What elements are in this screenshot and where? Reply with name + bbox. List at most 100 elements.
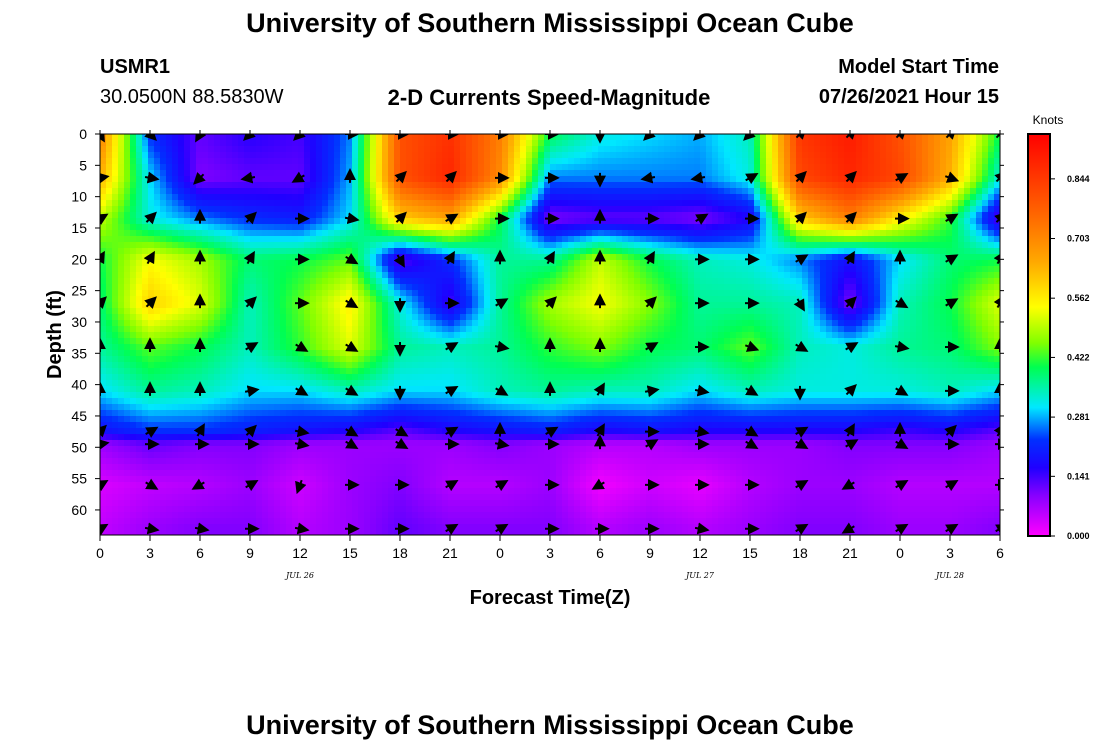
- heatmap-cell: [130, 224, 137, 231]
- heatmap-cell: [904, 308, 911, 315]
- heatmap-cell: [820, 224, 827, 231]
- heatmap-cell: [706, 158, 713, 165]
- heatmap-cell: [586, 320, 593, 327]
- heatmap-cell: [934, 320, 941, 327]
- heatmap-cell: [370, 272, 377, 279]
- heatmap-cell: [766, 158, 773, 165]
- heatmap-cell: [268, 290, 275, 297]
- heatmap-cell: [118, 332, 125, 339]
- heatmap-cell: [436, 134, 443, 141]
- heatmap-cell: [130, 278, 137, 285]
- heatmap-cell: [724, 224, 731, 231]
- heatmap-cell: [934, 266, 941, 273]
- heatmap-cell: [874, 296, 881, 303]
- heatmap-cell: [616, 152, 623, 159]
- heatmap-cell: [526, 230, 533, 237]
- heatmap-cell: [538, 260, 545, 267]
- heatmap-cell: [904, 164, 911, 171]
- heatmap-cell: [166, 218, 173, 225]
- heatmap-cell: [226, 248, 233, 255]
- heatmap-cell: [670, 260, 677, 267]
- heatmap-cell: [154, 314, 161, 321]
- heatmap-cell: [916, 290, 923, 297]
- heatmap-cell: [682, 320, 689, 327]
- heatmap-cell: [442, 284, 449, 291]
- heatmap-cell: [502, 164, 509, 171]
- heatmap-cell: [574, 152, 581, 159]
- heatmap-cell: [118, 176, 125, 183]
- heatmap-cell: [628, 146, 635, 153]
- heatmap-cell: [448, 200, 455, 207]
- heatmap-cell: [976, 278, 983, 285]
- heatmap-cell: [508, 314, 515, 321]
- heatmap-cell: [808, 134, 815, 141]
- heatmap-cell: [784, 254, 791, 261]
- heatmap-cell: [958, 230, 965, 237]
- heatmap-cell: [394, 284, 401, 291]
- heatmap-cell: [970, 158, 977, 165]
- heatmap-cell: [766, 218, 773, 225]
- heatmap-cell: [580, 176, 587, 183]
- heatmap-cell: [934, 134, 941, 141]
- heatmap-cell: [106, 308, 113, 315]
- heatmap-cell: [520, 242, 527, 249]
- heatmap-cell: [808, 230, 815, 237]
- heatmap-cell: [940, 152, 947, 159]
- heatmap-cell: [406, 284, 413, 291]
- heatmap-cell: [862, 308, 869, 315]
- heatmap-cell: [652, 146, 659, 153]
- heatmap-cell: [712, 188, 719, 195]
- heatmap-cell: [940, 170, 947, 177]
- heatmap-cell: [658, 248, 665, 255]
- heatmap-cell: [460, 272, 467, 279]
- heatmap-cell: [532, 206, 539, 213]
- heatmap-cell: [106, 152, 113, 159]
- heatmap-cell: [232, 290, 239, 297]
- heatmap-cell: [844, 230, 851, 237]
- heatmap-cell: [442, 164, 449, 171]
- heatmap-cell: [874, 200, 881, 207]
- heatmap-cell: [784, 266, 791, 273]
- heatmap-cell: [274, 302, 281, 309]
- heatmap-cell: [166, 326, 173, 333]
- heatmap-cell: [940, 158, 947, 165]
- heatmap-cell: [640, 314, 647, 321]
- heatmap-cell: [832, 206, 839, 213]
- heatmap-cell: [820, 194, 827, 201]
- heatmap-cell: [436, 272, 443, 279]
- heatmap-cell: [886, 200, 893, 207]
- heatmap-cell: [766, 188, 773, 195]
- heatmap-cell: [772, 296, 779, 303]
- heatmap-cell: [448, 158, 455, 165]
- heatmap-cell: [250, 230, 257, 237]
- heatmap-cell: [232, 272, 239, 279]
- heatmap-cell: [874, 152, 881, 159]
- heatmap-cell: [682, 242, 689, 249]
- heatmap-cell: [202, 308, 209, 315]
- heatmap-cell: [496, 146, 503, 153]
- heatmap-cell: [820, 206, 827, 213]
- heatmap-cell: [214, 152, 221, 159]
- heatmap-cell: [646, 308, 653, 315]
- heatmap-cell: [148, 188, 155, 195]
- heatmap-cell: [154, 152, 161, 159]
- heatmap-cell: [934, 284, 941, 291]
- heatmap-cell: [118, 314, 125, 321]
- heatmap-cell: [994, 230, 1000, 237]
- heatmap-cell: [658, 302, 665, 309]
- heatmap-cell: [928, 230, 935, 237]
- heatmap-cell: [370, 320, 377, 327]
- heatmap-cell: [196, 290, 203, 297]
- heatmap-cell: [376, 230, 383, 237]
- heatmap-cell: [274, 242, 281, 249]
- heatmap-cell: [202, 224, 209, 231]
- heatmap-cell: [922, 254, 929, 261]
- heatmap-cell: [268, 254, 275, 261]
- heatmap-cell: [682, 266, 689, 273]
- heatmap-cell: [628, 230, 635, 237]
- heatmap-cell: [826, 188, 833, 195]
- heatmap-cell: [340, 212, 347, 219]
- heatmap-cell: [292, 290, 299, 297]
- heatmap-cell: [388, 224, 395, 231]
- heatmap-cell: [334, 230, 341, 237]
